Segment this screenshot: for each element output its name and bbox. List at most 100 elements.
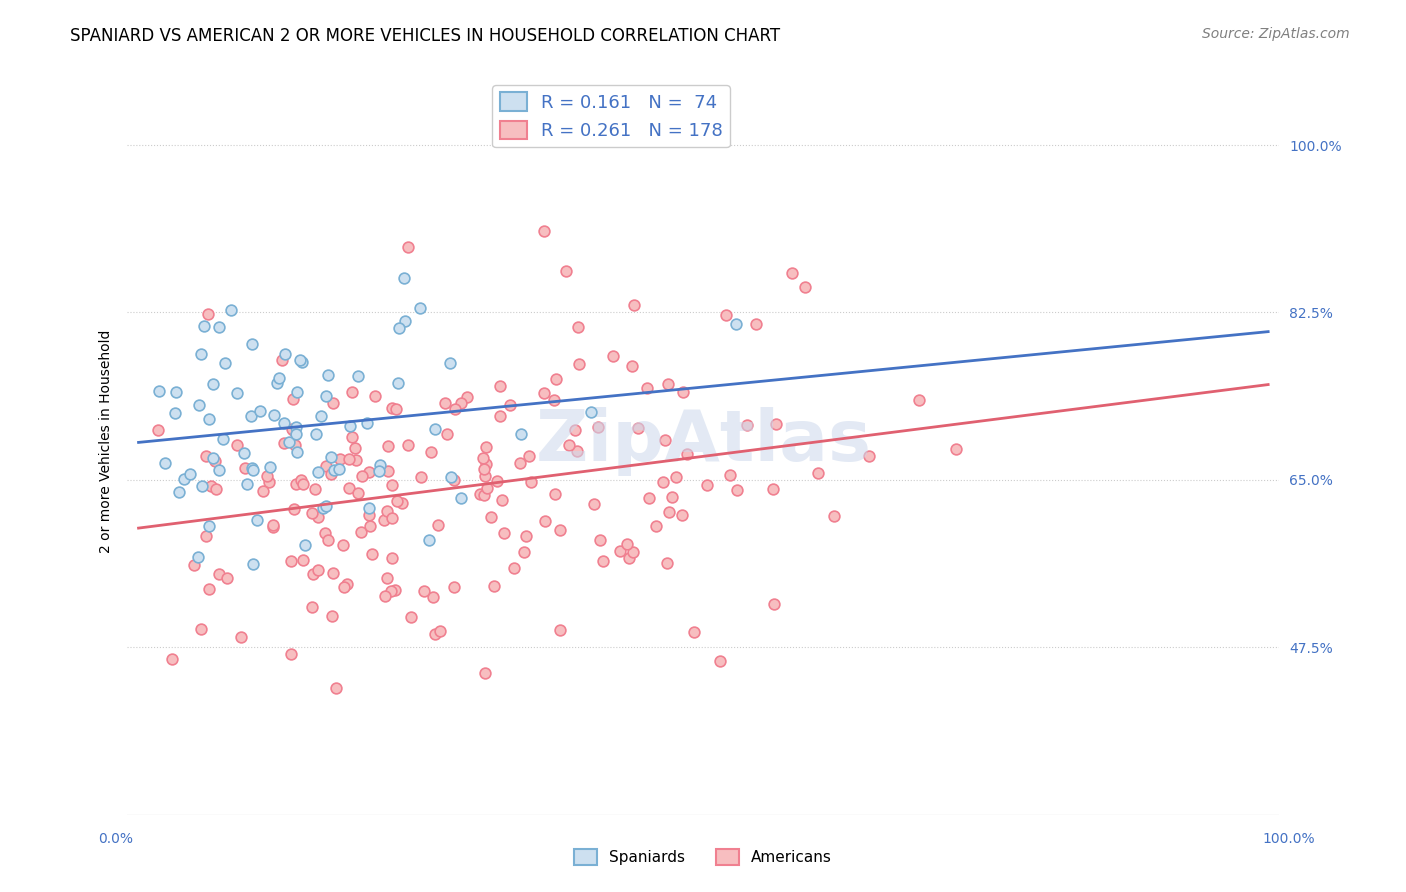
Point [665,470,688,484]
Point [363,389,385,403]
Point [267,371,290,385]
Point [256,468,278,483]
Point [474,487,496,501]
Point [565,443,588,458]
Point [239,409,262,424]
Point [472,450,495,465]
Point [208,319,231,334]
Point [509,427,531,442]
Point [271,352,294,367]
Point [724,317,747,331]
Point [198,582,221,597]
Point [589,533,612,547]
Point [443,580,465,594]
Point [294,538,316,552]
Point [550,524,572,538]
Point [456,390,478,404]
Point [339,418,361,433]
Point [765,417,787,432]
Point [745,318,768,332]
Point [807,466,830,480]
Point [394,314,416,328]
Point [367,464,389,478]
Legend: R = 0.161   N =  74, R = 0.261   N = 178: R = 0.161 N = 74, R = 0.261 N = 178 [492,85,730,147]
Point [328,462,350,476]
Point [515,529,537,543]
Point [413,584,436,599]
Point [183,558,205,573]
Point [359,501,381,516]
Point [534,514,557,528]
Point [676,447,699,461]
Point [285,385,308,400]
Point [301,600,323,615]
Point [427,518,450,533]
Point [309,409,332,424]
Point [302,566,325,581]
Text: ZipAtlas: ZipAtlas [536,407,872,476]
Point [273,417,295,431]
Point [285,420,308,434]
Point [277,435,299,450]
Point [322,566,344,580]
Legend: Spaniards, Americans: Spaniards, Americans [568,843,838,871]
Point [423,422,446,436]
Point [344,453,367,467]
Point [709,654,731,668]
Point [434,395,457,409]
Point [475,441,498,455]
Point [202,451,225,466]
Point [173,472,195,486]
Point [359,519,381,533]
Point [602,349,624,363]
Point [517,449,540,463]
Point [485,475,508,489]
Point [266,376,288,390]
Point [167,485,190,500]
Point [359,508,381,523]
Point [470,487,492,501]
Point [419,445,441,459]
Point [671,508,693,522]
Point [315,389,337,403]
Point [583,497,606,511]
Point [368,458,391,472]
Point [325,681,347,696]
Point [188,398,211,412]
Point [440,470,463,484]
Point [347,486,370,500]
Point [696,477,718,491]
Point [179,467,201,481]
Point [793,280,815,294]
Point [381,478,404,492]
Point [290,355,312,369]
Point [346,368,368,383]
Point [475,481,498,495]
Point [323,463,346,477]
Point [564,423,586,437]
Point [292,553,315,567]
Point [858,449,880,463]
Point [165,385,187,400]
Point [304,427,326,442]
Point [780,266,803,280]
Point [474,458,496,472]
Point [661,490,683,504]
Point [187,549,209,564]
Point [436,427,458,442]
Text: 100.0%: 100.0% [1263,832,1315,846]
Point [557,438,579,452]
Point [439,356,461,370]
Point [375,571,398,585]
Point [337,481,360,495]
Point [396,240,419,254]
Point [280,647,302,661]
Point [509,456,531,470]
Point [418,533,440,547]
Point [307,465,329,479]
Point [259,459,281,474]
Point [204,482,226,496]
Point [191,479,214,493]
Point [357,465,380,479]
Point [208,567,231,582]
